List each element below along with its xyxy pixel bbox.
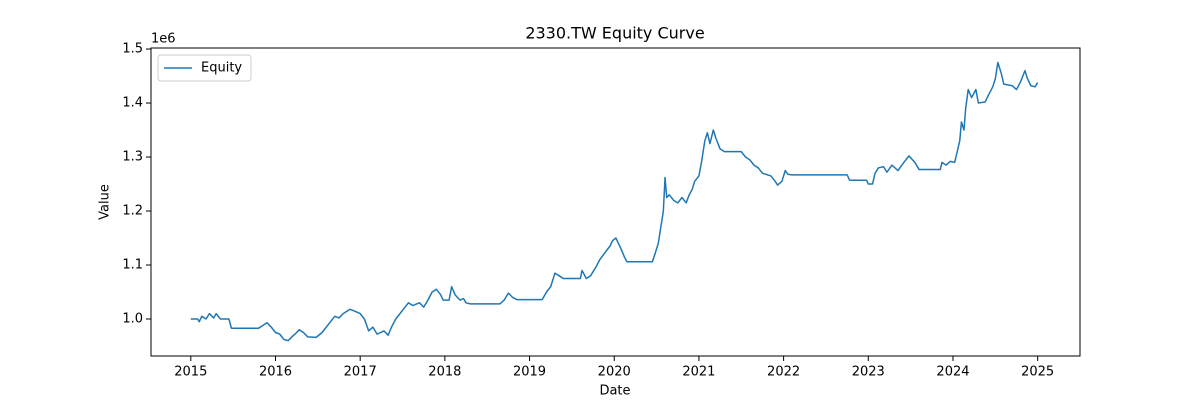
y-tick-label: 1.0 [122,312,143,327]
x-tick-label: 2023 [852,365,885,380]
x-tick-label: 2025 [1021,365,1054,380]
x-tick-label: 2024 [936,365,969,380]
x-axis-label: Date [599,384,630,399]
x-tick-label: 2015 [174,365,207,380]
x-tick-label: 2021 [682,365,715,380]
y-tick-label: 1.1 [122,258,143,273]
x-tick-label: 2016 [259,365,292,380]
plot-frame [150,47,1081,357]
legend-label: Equity [201,61,242,76]
y-tick-label: 1.2 [122,204,143,219]
y-tick-label: 1.5 [122,42,143,57]
equity-line [190,61,1039,342]
y-tick-label: 1.3 [122,150,143,165]
x-tick-label: 2018 [428,365,461,380]
chart-title: 2330.TW Equity Curve [525,24,704,43]
y-offset-label: 1e6 [151,32,176,47]
y-tick-label: 1.4 [122,96,143,111]
x-tick-label: 2022 [767,365,800,380]
legend-box [157,54,252,82]
x-tick-label: 2019 [513,365,546,380]
y-axis-label: Value [98,184,113,220]
x-tick-label: 2020 [598,365,631,380]
x-tick-label: 2017 [344,365,377,380]
